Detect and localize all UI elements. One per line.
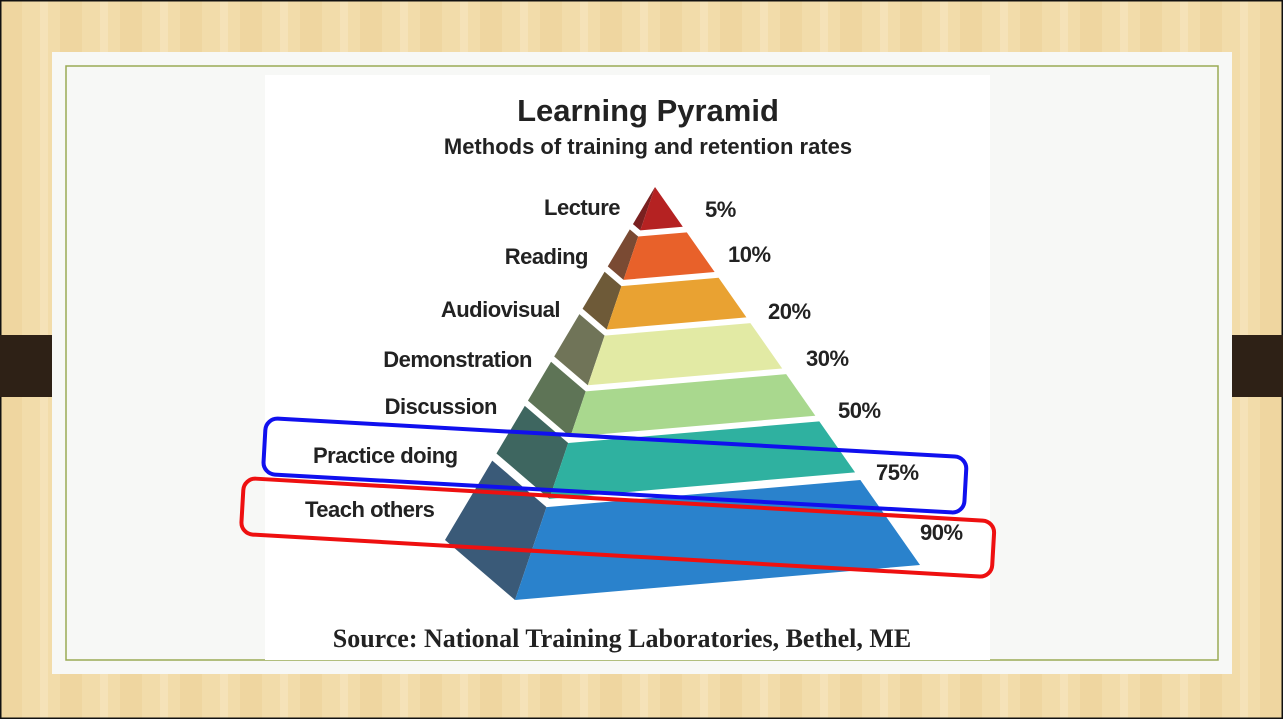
level-rate: 50%	[838, 398, 881, 423]
level-label: Discussion	[385, 394, 497, 419]
level-label: Teach others	[305, 497, 435, 522]
level-label: Audiovisual	[441, 297, 560, 322]
slide: Learning Pyramid Methods of training and…	[0, 0, 1283, 719]
level-rate: 30%	[806, 346, 849, 371]
level-label: Reading	[505, 244, 588, 269]
level-rate: 10%	[728, 242, 771, 267]
level-rate: 75%	[876, 460, 919, 485]
level-rate: 5%	[705, 197, 736, 222]
level-label: Practice doing	[313, 443, 458, 468]
title: Learning Pyramid	[517, 93, 779, 128]
source: Source: National Training Laboratories, …	[333, 624, 912, 653]
level-rate: 20%	[768, 299, 811, 324]
level-label: Lecture	[544, 195, 620, 220]
subtitle: Methods of training and retention rates	[444, 134, 852, 159]
level-label: Demonstration	[383, 347, 532, 372]
level-rate: 90%	[920, 520, 963, 545]
